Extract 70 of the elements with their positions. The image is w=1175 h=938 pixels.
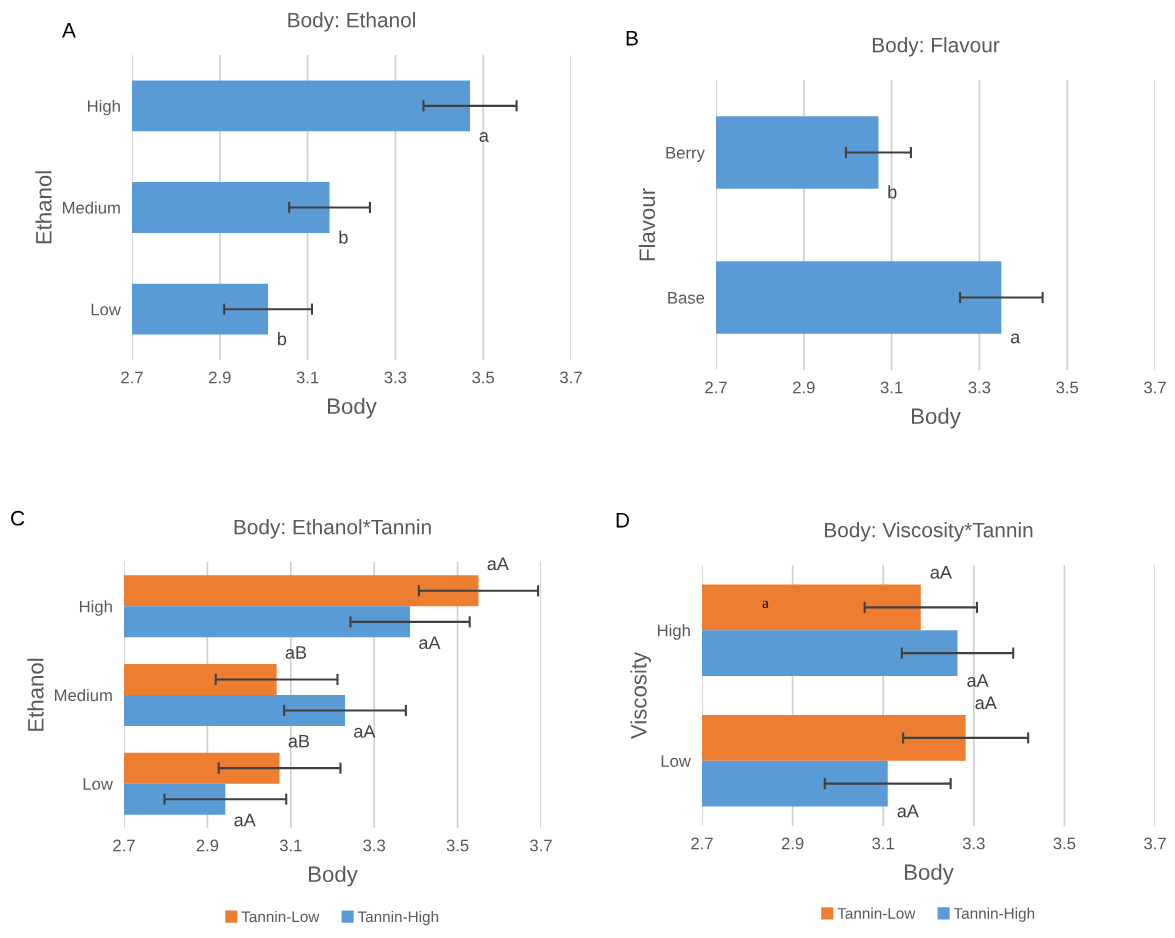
x-tick-label: 3.5 bbox=[1056, 381, 1079, 394]
y-tick-label: Berry bbox=[666, 147, 705, 162]
x-tick-label: 3.3 bbox=[962, 837, 985, 850]
chart-title: Body: Ethanol*Tannin bbox=[234, 519, 431, 539]
x-tick-label: 2.9 bbox=[781, 837, 804, 850]
y-tick-label: Base bbox=[668, 292, 705, 304]
y-tick-label: Low bbox=[661, 755, 691, 767]
data-label: b bbox=[339, 230, 348, 244]
text: D bbox=[616, 513, 630, 528]
legend-label: Tannin-Low bbox=[837, 907, 916, 919]
y-tick-label: Low bbox=[83, 778, 113, 790]
x-tick-label: 3.5 bbox=[446, 839, 469, 852]
data-label: aA bbox=[930, 566, 952, 579]
y-tick-label: Low bbox=[91, 303, 121, 316]
chart-title: Body: Viscosity*Tannin bbox=[825, 522, 1033, 542]
chart-title: Body: Flavour bbox=[872, 37, 1000, 57]
x-tick-label: 2.9 bbox=[196, 839, 219, 852]
y-tick-label: High bbox=[79, 600, 112, 616]
data-label: b bbox=[278, 332, 287, 346]
y-tick-label: High bbox=[87, 99, 120, 116]
data-label: aA bbox=[975, 696, 997, 710]
x-tick-label: 3.7 bbox=[1144, 381, 1166, 394]
x-tick-label: 3.7 bbox=[530, 839, 552, 852]
x-tick-label: 2.9 bbox=[793, 381, 815, 394]
x-tick-label: 3.1 bbox=[279, 839, 302, 852]
y-tick-label: Medium bbox=[62, 201, 120, 214]
x-tick-label: 3.3 bbox=[968, 381, 991, 394]
text: A bbox=[62, 23, 76, 38]
x-axis-title: Body bbox=[309, 865, 358, 887]
data-label: aA bbox=[354, 725, 376, 738]
data-label: aA bbox=[897, 804, 919, 818]
data-label: aB bbox=[288, 734, 310, 748]
text: B bbox=[626, 31, 638, 46]
x-tick-label: 2.9 bbox=[209, 371, 231, 384]
x-tick-label: 2.7 bbox=[691, 837, 713, 850]
data-label: aA bbox=[487, 557, 509, 571]
data-label: a bbox=[1010, 333, 1021, 344]
y-tick-label: Medium bbox=[54, 688, 112, 702]
y-axis-title: Flavour bbox=[638, 188, 656, 261]
data-label: aB bbox=[285, 646, 307, 659]
x-tick-label: 2.7 bbox=[705, 381, 727, 394]
legend-label: Tannin-Low bbox=[241, 910, 320, 923]
x-axis-title: Body bbox=[912, 407, 961, 429]
x-tick-label: 3.7 bbox=[1144, 837, 1166, 850]
x-tick-label: 3.5 bbox=[472, 371, 495, 384]
x-tick-label: 2.7 bbox=[113, 839, 135, 852]
x-axis-title: Body bbox=[328, 397, 377, 419]
x-axis-title: Body bbox=[905, 863, 954, 885]
data-label: aA bbox=[967, 674, 989, 687]
x-tick-label: 3.3 bbox=[363, 839, 386, 852]
chart-title: Body: Ethanol bbox=[288, 12, 415, 32]
y-axis-title: Viscosity bbox=[630, 651, 652, 740]
y-axis-title: Ethanol bbox=[27, 658, 44, 731]
x-tick-label: 3.3 bbox=[384, 371, 407, 384]
text: C bbox=[11, 510, 25, 526]
y-tick-label: High bbox=[657, 624, 690, 640]
x-tick-label: 3.1 bbox=[296, 371, 319, 384]
data-label: b bbox=[888, 185, 897, 199]
y-axis-title: Ethanol bbox=[35, 171, 52, 244]
x-tick-label: 3.1 bbox=[872, 837, 894, 850]
legend-label: Tannin-High bbox=[357, 910, 439, 926]
annotation: a bbox=[762, 600, 769, 608]
data-label: aA bbox=[234, 813, 256, 827]
x-tick-label: 3.7 bbox=[560, 371, 582, 384]
legend-label: Tannin-High bbox=[953, 907, 1035, 922]
data-label: a bbox=[479, 132, 489, 142]
x-tick-label: 3.1 bbox=[880, 381, 903, 394]
data-label: aA bbox=[419, 636, 441, 650]
x-tick-label: 3.5 bbox=[1053, 837, 1076, 850]
x-tick-label: 2.7 bbox=[121, 371, 143, 384]
